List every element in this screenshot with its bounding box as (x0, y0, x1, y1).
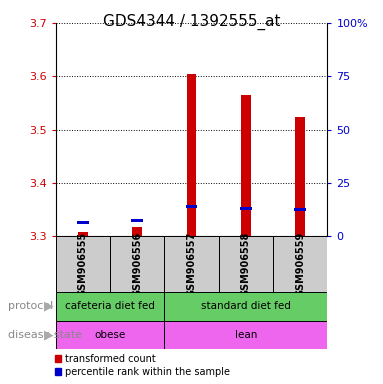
FancyBboxPatch shape (110, 236, 164, 292)
Text: GDS4344 / 1392555_at: GDS4344 / 1392555_at (103, 13, 280, 30)
Text: GSM906557: GSM906557 (187, 232, 196, 296)
Bar (185, 205, 198, 209)
Bar (78, 232, 88, 236)
Text: ▶: ▶ (44, 329, 54, 341)
FancyBboxPatch shape (164, 321, 327, 349)
Text: obese: obese (94, 330, 126, 340)
Bar (131, 218, 143, 222)
Text: GSM906558: GSM906558 (241, 231, 251, 297)
Text: disease state: disease state (8, 330, 82, 340)
FancyBboxPatch shape (219, 236, 273, 292)
FancyBboxPatch shape (56, 236, 110, 292)
Text: standard diet fed: standard diet fed (201, 301, 291, 311)
Text: protocol: protocol (8, 301, 53, 311)
Bar (77, 221, 89, 224)
Bar (241, 95, 251, 236)
FancyBboxPatch shape (164, 292, 327, 321)
Text: GSM906555: GSM906555 (78, 232, 88, 296)
Bar (132, 227, 142, 236)
Bar (240, 207, 252, 210)
Bar (187, 74, 196, 236)
FancyBboxPatch shape (273, 236, 327, 292)
FancyBboxPatch shape (56, 321, 164, 349)
FancyBboxPatch shape (56, 292, 164, 321)
Bar (294, 208, 306, 211)
Text: lean: lean (235, 330, 257, 340)
Text: GSM906556: GSM906556 (132, 232, 142, 296)
Text: cafeteria diet fed: cafeteria diet fed (65, 301, 155, 311)
Text: ▶: ▶ (44, 300, 54, 313)
Bar (295, 118, 305, 236)
Legend: transformed count, percentile rank within the sample: transformed count, percentile rank withi… (55, 354, 230, 377)
Text: GSM906559: GSM906559 (295, 232, 305, 296)
FancyBboxPatch shape (164, 236, 219, 292)
